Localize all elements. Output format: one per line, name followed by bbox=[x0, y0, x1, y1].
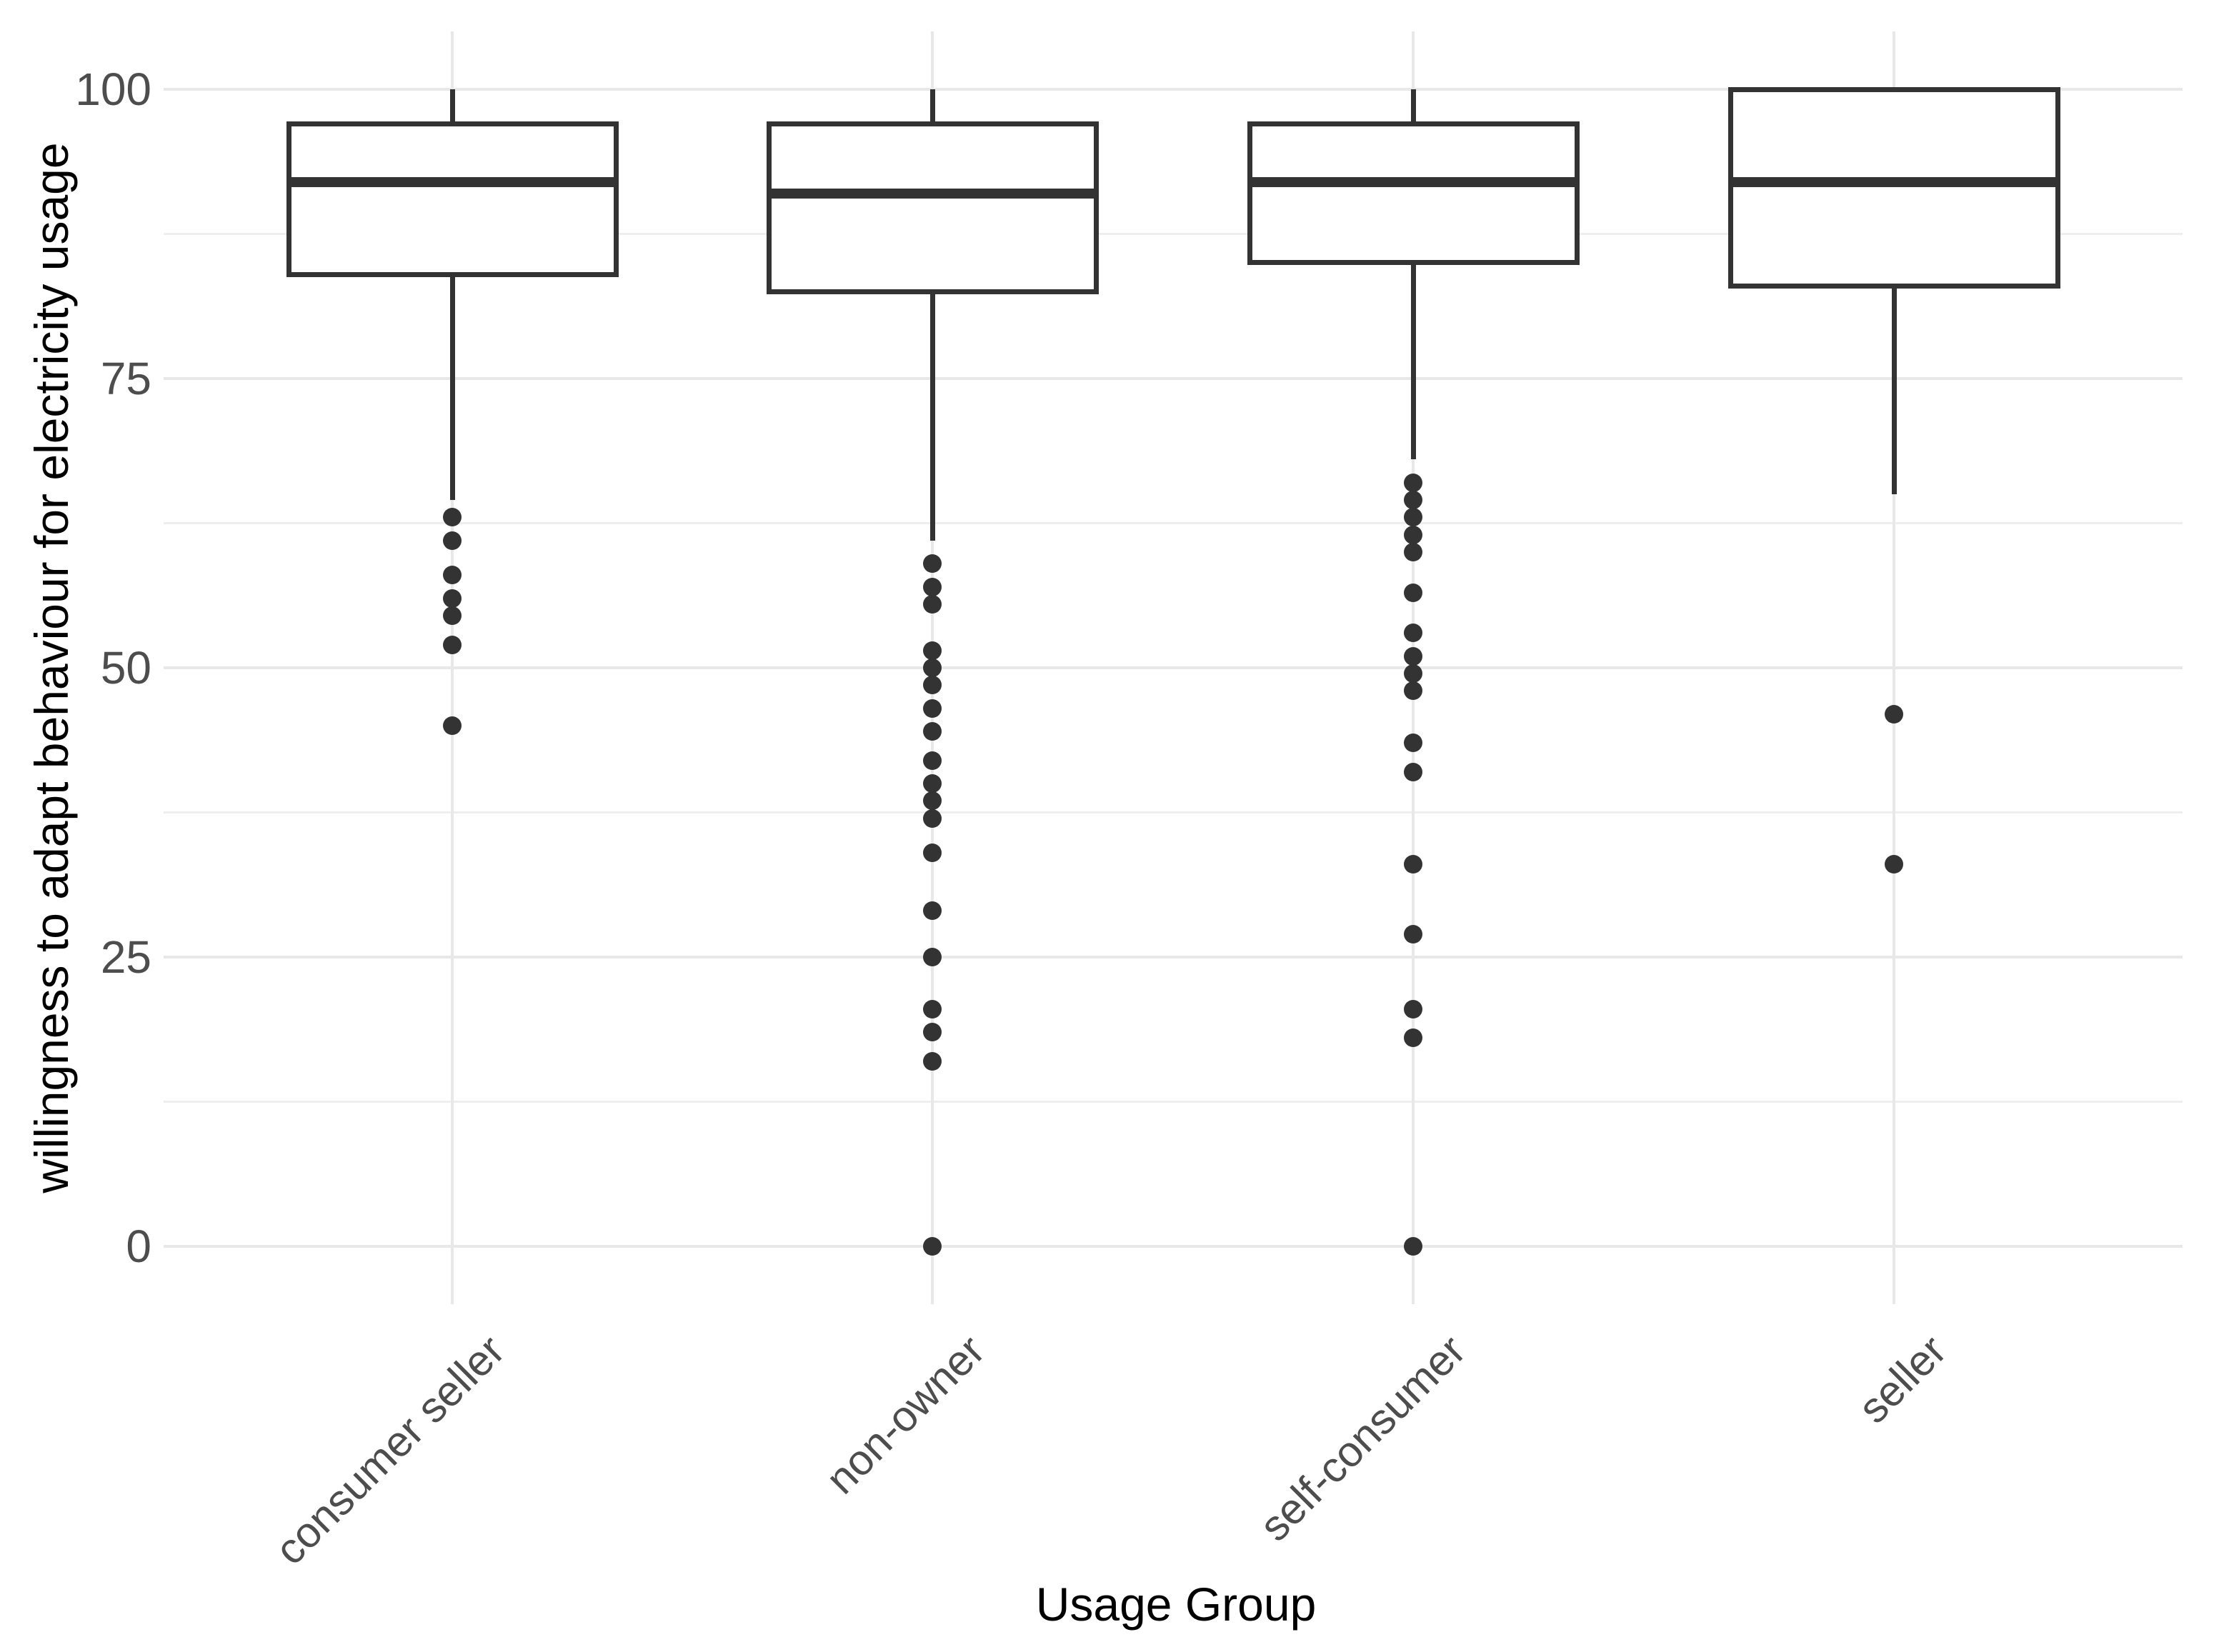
outlier-dot bbox=[1404, 734, 1422, 753]
y-tick-label: 0 bbox=[126, 1221, 151, 1272]
outlier-dot bbox=[923, 1237, 942, 1256]
outlier-dot bbox=[1404, 1028, 1422, 1048]
outlier-dot bbox=[1404, 664, 1422, 684]
outlier-dot bbox=[1404, 543, 1422, 561]
lower-whisker bbox=[929, 291, 935, 541]
outlier-dot bbox=[1885, 704, 1903, 724]
gridline-major bbox=[164, 1245, 2183, 1248]
outlier-dot bbox=[443, 589, 462, 608]
outlier-dot bbox=[923, 659, 942, 677]
gridline-major bbox=[164, 956, 2183, 958]
box-non-owner bbox=[766, 121, 1099, 294]
outlier-dot bbox=[1404, 999, 1422, 1018]
outlier-dot bbox=[923, 774, 942, 793]
outlier-dot bbox=[923, 751, 942, 770]
outlier-dot bbox=[443, 566, 462, 585]
outlier-dot bbox=[923, 901, 942, 921]
x-axis-title: Usage Group bbox=[1035, 1578, 1317, 1631]
upper-whisker bbox=[1410, 89, 1416, 124]
lower-whisker bbox=[449, 274, 455, 501]
outlier-dot bbox=[1404, 525, 1422, 544]
outlier-dot bbox=[923, 809, 942, 828]
gridline-category bbox=[1893, 31, 1895, 1304]
outlier-dot bbox=[923, 722, 942, 741]
median-line bbox=[291, 176, 614, 187]
outlier-dot bbox=[1404, 491, 1422, 510]
x-category-label: consumer seller bbox=[266, 1326, 514, 1574]
gridline-minor bbox=[164, 522, 2183, 524]
box-consumer-seller bbox=[286, 121, 619, 277]
outlier-dot bbox=[923, 577, 942, 596]
panel bbox=[164, 31, 2183, 1304]
outlier-dot bbox=[1404, 508, 1422, 527]
upper-whisker bbox=[929, 89, 935, 124]
box-self-consumer bbox=[1247, 121, 1580, 266]
y-tick-label: 75 bbox=[100, 353, 151, 404]
y-tick-label: 100 bbox=[75, 64, 151, 115]
outlier-dot bbox=[923, 1023, 942, 1042]
outlier-dot bbox=[443, 606, 462, 626]
box-seller bbox=[1727, 86, 2060, 289]
gridline-major bbox=[164, 666, 2183, 669]
gridline-minor bbox=[164, 811, 2183, 814]
outlier-dot bbox=[923, 554, 942, 574]
x-category-label: seller bbox=[1849, 1326, 1955, 1433]
outlier-dot bbox=[1404, 473, 1422, 492]
y-tick-label: 25 bbox=[100, 931, 151, 983]
median-line bbox=[771, 188, 1094, 199]
lower-whisker bbox=[1891, 286, 1897, 494]
outlier-dot bbox=[1404, 624, 1422, 643]
median-line bbox=[1732, 176, 2055, 187]
outlier-dot bbox=[1404, 762, 1422, 781]
outlier-dot bbox=[443, 716, 462, 735]
outlier-dot bbox=[923, 676, 942, 695]
outlier-dot bbox=[1404, 583, 1422, 602]
outlier-dot bbox=[443, 635, 462, 654]
y-tick-label: 50 bbox=[100, 642, 151, 694]
outlier-dot bbox=[1404, 855, 1422, 874]
outlier-dot bbox=[923, 1051, 942, 1071]
outlier-dot bbox=[1404, 924, 1422, 943]
outlier-dot bbox=[443, 531, 462, 550]
outlier-dot bbox=[443, 508, 462, 527]
outlier-dot bbox=[1885, 855, 1903, 874]
outlier-dot bbox=[923, 843, 942, 863]
outlier-dot bbox=[923, 948, 942, 966]
gridline-minor bbox=[164, 233, 2183, 235]
outlier-dot bbox=[1404, 1237, 1422, 1256]
outlier-dot bbox=[923, 594, 942, 614]
outlier-dot bbox=[923, 641, 942, 660]
upper-whisker bbox=[449, 89, 455, 124]
lower-whisker bbox=[1410, 263, 1416, 460]
gridline-major bbox=[164, 88, 2183, 91]
outlier-dot bbox=[1404, 646, 1422, 666]
gridline-major bbox=[164, 377, 2183, 380]
gridline-minor bbox=[164, 1101, 2183, 1103]
outlier-dot bbox=[923, 999, 942, 1018]
outlier-dot bbox=[923, 791, 942, 811]
median-line bbox=[1252, 176, 1575, 187]
outlier-dot bbox=[923, 699, 942, 718]
outlier-dot bbox=[1404, 681, 1422, 701]
gridline-category bbox=[451, 31, 454, 1304]
